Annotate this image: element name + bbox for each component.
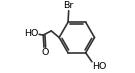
Text: HO: HO xyxy=(92,62,107,71)
Text: Br: Br xyxy=(64,1,74,10)
Text: O: O xyxy=(41,48,48,57)
Text: HO: HO xyxy=(24,29,39,38)
